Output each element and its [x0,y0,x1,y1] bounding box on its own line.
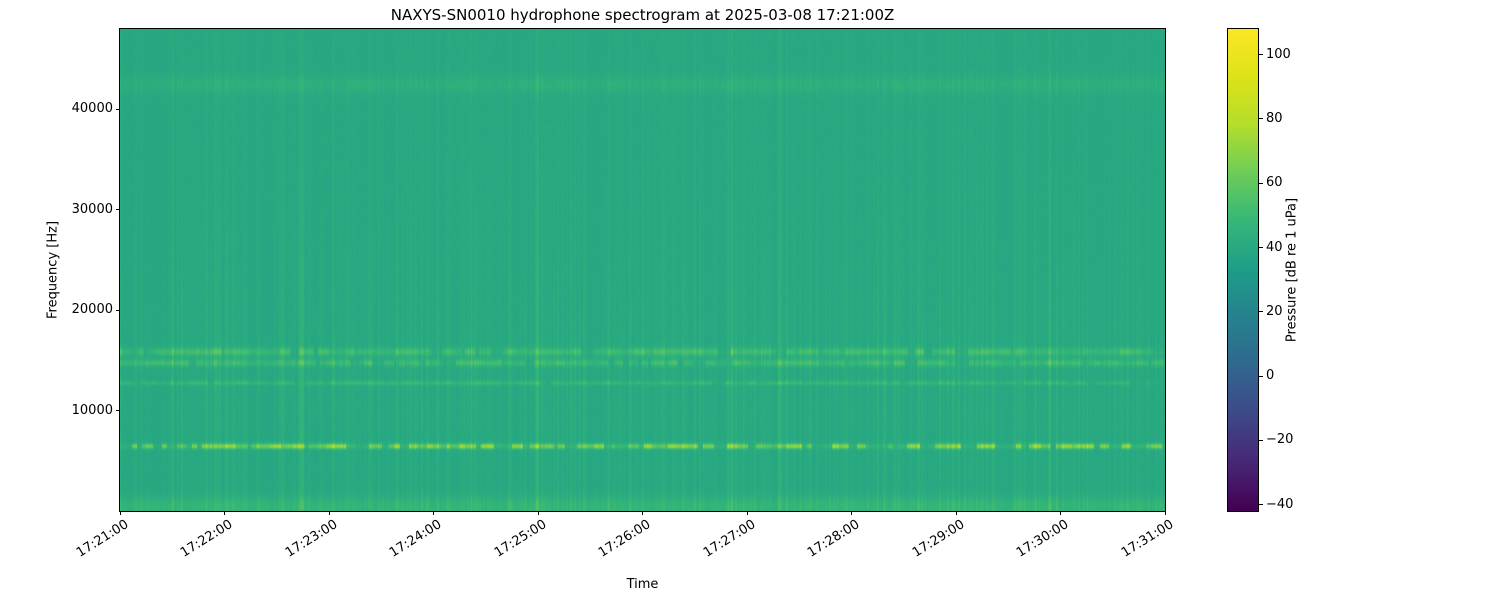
y-tick-mark [116,209,120,211]
colorbar-label: Pressure [dB re 1 uPa] [1284,197,1300,343]
x-tick-label: 17:28:00 [804,517,863,561]
colorbar-tick-mark [1259,54,1263,56]
x-tick-mark [1060,511,1061,515]
x-axis-label: Time [626,577,659,592]
colorbar-tick-label: 0 [1266,368,1275,384]
x-tick-label: 17:23:00 [282,517,340,561]
x-tick-label: 17:26:00 [595,517,654,561]
x-tick-mark [955,511,957,515]
y-tick-label: 20000 [71,302,113,318]
x-tick-mark [224,511,225,515]
colorbar-tick-mark [1259,311,1263,313]
x-tick-mark [642,511,643,515]
colorbar-tick-label: 100 [1266,46,1291,62]
x-tick-mark [433,511,434,515]
spectrogram-heatmap [120,29,1165,511]
colorbar-tick-label: 80 [1266,110,1283,126]
colorbar-gradient [1228,29,1258,511]
colorbar-tick-mark [1259,118,1263,120]
colorbar-tick-mark [1259,504,1263,506]
x-tick-label: 17:30:00 [1013,517,1072,561]
x-tick-label: 17:31:00 [1118,517,1176,561]
colorbar-tick-label: −20 [1266,432,1294,448]
y-tick-label: 10000 [71,402,113,418]
x-tick-mark [119,511,121,515]
y-axis-label: Frequency [Hz] [45,220,61,320]
x-tick-label: 17:21:00 [73,517,131,561]
x-tick-label: 17:24:00 [386,517,445,561]
x-tick-mark [537,511,539,515]
x-tick-label: 17:25:00 [491,517,549,561]
x-tick-mark [1164,511,1166,515]
x-tick-label: 17:22:00 [177,517,236,561]
x-tick-label: 17:27:00 [700,517,758,561]
colorbar-tick-mark [1259,439,1263,441]
plot-area [119,28,1166,512]
y-tick-mark [116,309,120,311]
x-tick-mark [746,511,748,515]
y-tick-label: 30000 [71,201,113,217]
y-tick-label: 40000 [71,101,113,117]
colorbar-tick-label: 20 [1266,303,1283,319]
colorbar-tick-label: 60 [1266,175,1283,191]
colorbar [1227,28,1259,512]
y-tick-mark [116,410,120,412]
y-tick-mark [116,108,120,110]
colorbar-tick-mark [1259,375,1263,377]
x-tick-mark [328,511,330,515]
x-tick-mark [851,511,852,515]
chart-title: NAXYS-SN0010 hydrophone spectrogram at 2… [390,6,895,24]
colorbar-tick-mark [1259,182,1263,184]
x-tick-label: 17:29:00 [909,517,967,561]
colorbar-tick-label: 40 [1266,239,1283,255]
colorbar-tick-label: −40 [1266,496,1294,512]
colorbar-tick-mark [1259,247,1263,248]
